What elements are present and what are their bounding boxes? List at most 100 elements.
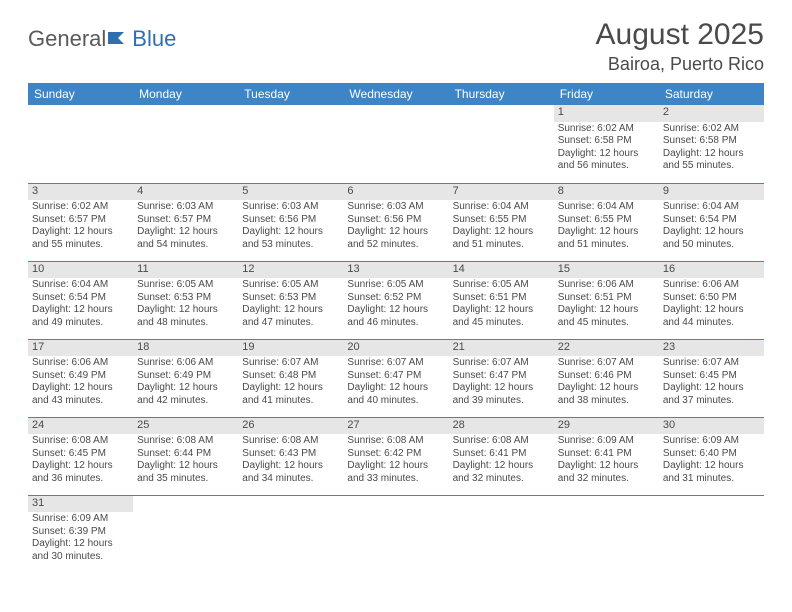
daylight-text: Daylight: 12 hours and 51 minutes. — [558, 226, 655, 251]
sunrise-text: Sunrise: 6:06 AM — [137, 357, 234, 370]
sunrise-text: Sunrise: 6:08 AM — [242, 435, 339, 448]
daylight-text: Daylight: 12 hours and 36 minutes. — [32, 460, 129, 485]
day-cell: 19Sunrise: 6:07 AMSunset: 6:48 PMDayligh… — [238, 339, 343, 417]
sunrise-text: Sunrise: 6:07 AM — [347, 357, 444, 370]
sunset-text: Sunset: 6:57 PM — [137, 214, 234, 227]
sunset-text: Sunset: 6:49 PM — [137, 370, 234, 383]
day-number-wrap: 28 — [449, 418, 554, 435]
day-cell: 21Sunrise: 6:07 AMSunset: 6:47 PMDayligh… — [449, 339, 554, 417]
sunset-text: Sunset: 6:39 PM — [32, 526, 129, 539]
sunrise-text: Sunrise: 6:08 AM — [453, 435, 550, 448]
daylight-text: Daylight: 12 hours and 42 minutes. — [137, 382, 234, 407]
sunrise-text: Sunrise: 6:06 AM — [558, 279, 655, 292]
day-number: 30 — [663, 419, 760, 433]
daylight-text: Daylight: 12 hours and 52 minutes. — [347, 226, 444, 251]
empty-cell — [133, 495, 238, 573]
sunrise-text: Sunrise: 6:07 AM — [663, 357, 760, 370]
day-cell: 30Sunrise: 6:09 AMSunset: 6:40 PMDayligh… — [659, 417, 764, 495]
sunrise-text: Sunrise: 6:06 AM — [32, 357, 129, 370]
sunset-text: Sunset: 6:41 PM — [453, 448, 550, 461]
daylight-text: Daylight: 12 hours and 56 minutes. — [558, 148, 655, 173]
day-number-wrap: 8 — [554, 184, 659, 201]
day-number-wrap: 14 — [449, 262, 554, 279]
empty-cell — [238, 495, 343, 573]
day-number: 11 — [137, 263, 234, 277]
day-header: Friday — [554, 83, 659, 105]
day-number: 18 — [137, 341, 234, 355]
sunrise-text: Sunrise: 6:02 AM — [558, 123, 655, 136]
sunset-text: Sunset: 6:57 PM — [32, 214, 129, 227]
day-number: 9 — [663, 185, 760, 199]
empty-cell — [343, 105, 448, 183]
sunrise-text: Sunrise: 6:08 AM — [32, 435, 129, 448]
flag-icon — [108, 30, 130, 51]
empty-cell — [238, 105, 343, 183]
logo-text-blue: Blue — [132, 26, 176, 52]
sunrise-text: Sunrise: 6:05 AM — [242, 279, 339, 292]
day-header: Monday — [133, 83, 238, 105]
daylight-text: Daylight: 12 hours and 45 minutes. — [558, 304, 655, 329]
daylight-text: Daylight: 12 hours and 38 minutes. — [558, 382, 655, 407]
day-number-wrap: 13 — [343, 262, 448, 279]
daylight-text: Daylight: 12 hours and 49 minutes. — [32, 304, 129, 329]
day-number-wrap: 30 — [659, 418, 764, 435]
day-number: 4 — [137, 185, 234, 199]
day-cell: 20Sunrise: 6:07 AMSunset: 6:47 PMDayligh… — [343, 339, 448, 417]
sunset-text: Sunset: 6:55 PM — [453, 214, 550, 227]
day-number-wrap: 17 — [28, 340, 133, 357]
sunrise-text: Sunrise: 6:09 AM — [663, 435, 760, 448]
sunrise-text: Sunrise: 6:09 AM — [32, 513, 129, 526]
daylight-text: Daylight: 12 hours and 32 minutes. — [558, 460, 655, 485]
sunset-text: Sunset: 6:47 PM — [453, 370, 550, 383]
sunrise-text: Sunrise: 6:04 AM — [663, 201, 760, 214]
sunset-text: Sunset: 6:42 PM — [347, 448, 444, 461]
day-cell: 8Sunrise: 6:04 AMSunset: 6:55 PMDaylight… — [554, 183, 659, 261]
day-cell: 5Sunrise: 6:03 AMSunset: 6:56 PMDaylight… — [238, 183, 343, 261]
day-number-wrap: 4 — [133, 184, 238, 201]
day-number: 26 — [242, 419, 339, 433]
day-number: 24 — [32, 419, 129, 433]
day-number-wrap: 26 — [238, 418, 343, 435]
empty-cell — [449, 495, 554, 573]
day-header: Saturday — [659, 83, 764, 105]
sunrise-text: Sunrise: 6:07 AM — [558, 357, 655, 370]
empty-cell — [133, 105, 238, 183]
day-number-wrap: 22 — [554, 340, 659, 357]
sunrise-text: Sunrise: 6:08 AM — [347, 435, 444, 448]
sunrise-text: Sunrise: 6:09 AM — [558, 435, 655, 448]
daylight-text: Daylight: 12 hours and 50 minutes. — [663, 226, 760, 251]
daylight-text: Daylight: 12 hours and 39 minutes. — [453, 382, 550, 407]
day-cell: 2Sunrise: 6:02 AMSunset: 6:58 PMDaylight… — [659, 105, 764, 183]
day-cell: 12Sunrise: 6:05 AMSunset: 6:53 PMDayligh… — [238, 261, 343, 339]
sunset-text: Sunset: 6:54 PM — [663, 214, 760, 227]
sunset-text: Sunset: 6:45 PM — [32, 448, 129, 461]
daylight-text: Daylight: 12 hours and 45 minutes. — [453, 304, 550, 329]
sunset-text: Sunset: 6:45 PM — [663, 370, 760, 383]
day-number: 3 — [32, 185, 129, 199]
sunrise-text: Sunrise: 6:02 AM — [663, 123, 760, 136]
calendar-week: 31Sunrise: 6:09 AMSunset: 6:39 PMDayligh… — [28, 495, 764, 573]
day-number: 20 — [347, 341, 444, 355]
day-number-wrap: 5 — [238, 184, 343, 201]
sunrise-text: Sunrise: 6:03 AM — [242, 201, 339, 214]
sunrise-text: Sunrise: 6:07 AM — [242, 357, 339, 370]
empty-cell — [343, 495, 448, 573]
day-number-wrap: 29 — [554, 418, 659, 435]
day-header: Thursday — [449, 83, 554, 105]
day-cell: 17Sunrise: 6:06 AMSunset: 6:49 PMDayligh… — [28, 339, 133, 417]
day-cell: 29Sunrise: 6:09 AMSunset: 6:41 PMDayligh… — [554, 417, 659, 495]
sunrise-text: Sunrise: 6:06 AM — [663, 279, 760, 292]
daylight-text: Daylight: 12 hours and 55 minutes. — [663, 148, 760, 173]
sunset-text: Sunset: 6:46 PM — [558, 370, 655, 383]
sunset-text: Sunset: 6:44 PM — [137, 448, 234, 461]
empty-cell — [28, 105, 133, 183]
day-cell: 22Sunrise: 6:07 AMSunset: 6:46 PMDayligh… — [554, 339, 659, 417]
calendar-table: SundayMondayTuesdayWednesdayThursdayFrid… — [28, 83, 764, 573]
sunrise-text: Sunrise: 6:05 AM — [347, 279, 444, 292]
day-number-wrap: 20 — [343, 340, 448, 357]
day-number-wrap: 9 — [659, 184, 764, 201]
calendar-week: 3Sunrise: 6:02 AMSunset: 6:57 PMDaylight… — [28, 183, 764, 261]
daylight-text: Daylight: 12 hours and 34 minutes. — [242, 460, 339, 485]
day-number-wrap: 11 — [133, 262, 238, 279]
day-number: 23 — [663, 341, 760, 355]
